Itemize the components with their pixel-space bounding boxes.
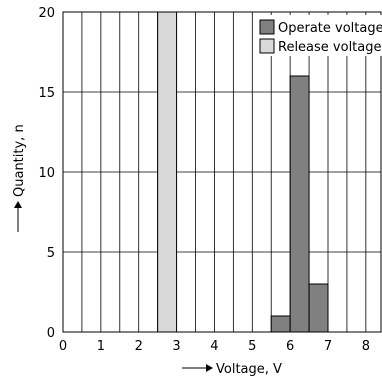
x-tick-label: 4 [210, 339, 218, 354]
x-tick-label: 3 [172, 339, 180, 354]
legend-label-release: Release voltage [278, 40, 382, 55]
bar-operate [289, 75, 310, 333]
x-tick-label: 2 [135, 339, 143, 354]
bar-operate [270, 315, 291, 333]
y-tick-label: 20 [38, 6, 55, 21]
x-tick-label: 0 [59, 339, 67, 354]
y-axis-label: Quantity, n [12, 124, 27, 197]
x-axis-arrow-head [206, 364, 213, 372]
plot-frame [62, 11, 382, 333]
legend-label-operate: Operate voltage [278, 21, 382, 36]
x-tick-label: 1 [97, 339, 105, 354]
y-axis-arrow-head [14, 201, 22, 208]
x-tick-label: 6 [286, 339, 294, 354]
grid [63, 12, 381, 332]
x-tick-label: 7 [324, 339, 332, 354]
legend: Operate voltage Release voltage [256, 15, 382, 56]
y-tick-label: 5 [47, 246, 55, 261]
x-axis-title: Voltage, V [182, 362, 282, 377]
legend-background [256, 15, 382, 56]
x-tick-label: 8 [362, 339, 370, 354]
bar-operate [308, 283, 329, 333]
y-tick-label: 0 [47, 326, 55, 341]
legend-swatch-release [259, 38, 275, 54]
x-tick-labels: 0 1 2 3 4 5 6 7 8 [59, 339, 370, 354]
x-axis-label: Voltage, V [216, 362, 282, 377]
y-axis-title: Quantity, n [12, 124, 27, 232]
y-tick-label: 10 [38, 166, 55, 181]
legend-swatch-operate [259, 19, 275, 35]
y-tick-label: 15 [38, 86, 55, 101]
bar-release [157, 11, 178, 333]
x-tick-label: 5 [248, 339, 256, 354]
y-tick-labels: 0 5 10 15 20 [38, 6, 55, 341]
